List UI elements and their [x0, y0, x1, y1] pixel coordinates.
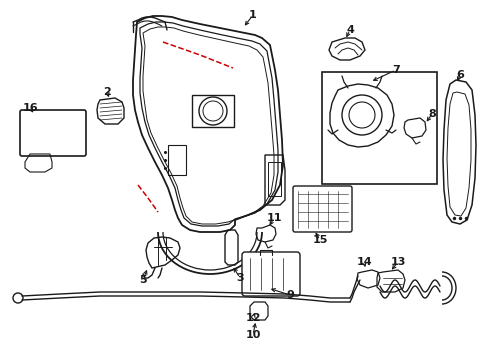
Text: 8: 8: [427, 109, 435, 119]
Text: 13: 13: [389, 257, 405, 267]
Text: 2: 2: [103, 87, 111, 97]
Text: 7: 7: [391, 65, 399, 75]
Text: 4: 4: [346, 25, 353, 35]
Text: 14: 14: [355, 257, 371, 267]
Bar: [168, 145, 185, 175]
Text: 16: 16: [22, 103, 38, 113]
FancyBboxPatch shape: [242, 252, 299, 296]
Text: 11: 11: [265, 213, 281, 223]
Text: 9: 9: [285, 290, 293, 300]
FancyBboxPatch shape: [20, 110, 86, 156]
Text: 1: 1: [248, 10, 256, 20]
Text: 15: 15: [312, 235, 327, 245]
Text: 5: 5: [139, 275, 146, 285]
Text: 6: 6: [455, 70, 463, 80]
Bar: [321, 72, 436, 184]
Text: 12: 12: [245, 313, 260, 323]
Text: 10: 10: [245, 330, 260, 340]
Bar: [192, 95, 234, 127]
Text: 3: 3: [236, 273, 244, 283]
FancyBboxPatch shape: [292, 186, 351, 232]
